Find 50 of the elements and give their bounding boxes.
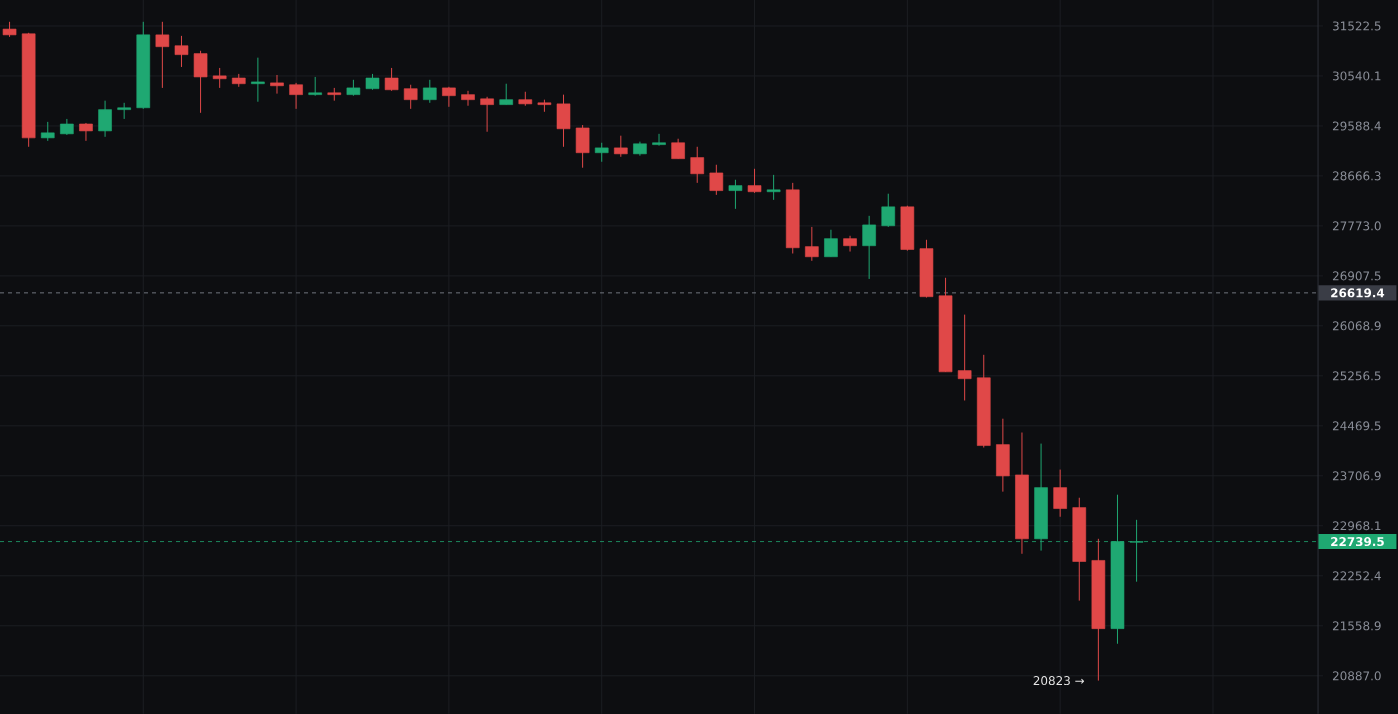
y-tick-label: 27773.0 [1332, 221, 1381, 231]
candlestick [843, 235, 857, 253]
candlestick [728, 179, 743, 210]
candlestick [957, 314, 972, 401]
candlestick [480, 96, 494, 133]
candlestick [862, 215, 876, 280]
candlestick [384, 67, 399, 92]
candlestick [594, 142, 609, 163]
y-tick-label: 21558.9 [1332, 621, 1381, 631]
candlestick [747, 168, 762, 194]
candlestick [174, 35, 189, 68]
candlestick [824, 229, 838, 258]
y-tick-label: 28666.3 [1332, 171, 1381, 181]
y-tick-label: 25256.5 [1332, 371, 1381, 381]
candlestick [499, 83, 513, 106]
y-tick-label: 26907.5 [1332, 271, 1381, 281]
candlestick [690, 146, 705, 184]
candlestick [881, 193, 896, 228]
candlestick [403, 84, 418, 110]
candlestick [270, 74, 284, 95]
candlestick [1053, 469, 1067, 518]
ref-line-label: 26619.4 [1331, 288, 1385, 298]
candlestick [423, 79, 437, 104]
candlestick [155, 21, 170, 89]
y-tick-label: 31522.5 [1332, 21, 1381, 31]
candlestick [308, 76, 322, 97]
y-tick-label: 26068.9 [1332, 321, 1381, 331]
candlestick [98, 100, 112, 138]
annotation: 20823 → [1033, 676, 1085, 686]
candlestick [461, 90, 475, 107]
y-tick-label: 23706.9 [1332, 471, 1381, 481]
candlestick [79, 122, 93, 142]
y-tick-label: 22968.1 [1332, 521, 1381, 531]
candlestick [193, 50, 208, 114]
candlestick [709, 164, 724, 196]
candlestick [251, 57, 265, 103]
candlestick [805, 226, 819, 262]
candlestick [614, 135, 628, 158]
y-tick-label: 30540.1 [1332, 71, 1381, 81]
candlestick [289, 82, 303, 110]
candlestick [766, 174, 781, 201]
y-tick-label: 24469.5 [1332, 421, 1381, 431]
candlestick [212, 67, 227, 89]
ref-line-label: 22739.5 [1331, 537, 1384, 547]
y-tick-label: 22252.4 [1332, 571, 1381, 581]
y-tick-label: 20887.0 [1332, 671, 1381, 681]
candlestick [652, 133, 666, 147]
candlestick [671, 138, 685, 160]
candlestick [40, 121, 55, 142]
y-tick-label: 29588.4 [1332, 121, 1381, 131]
